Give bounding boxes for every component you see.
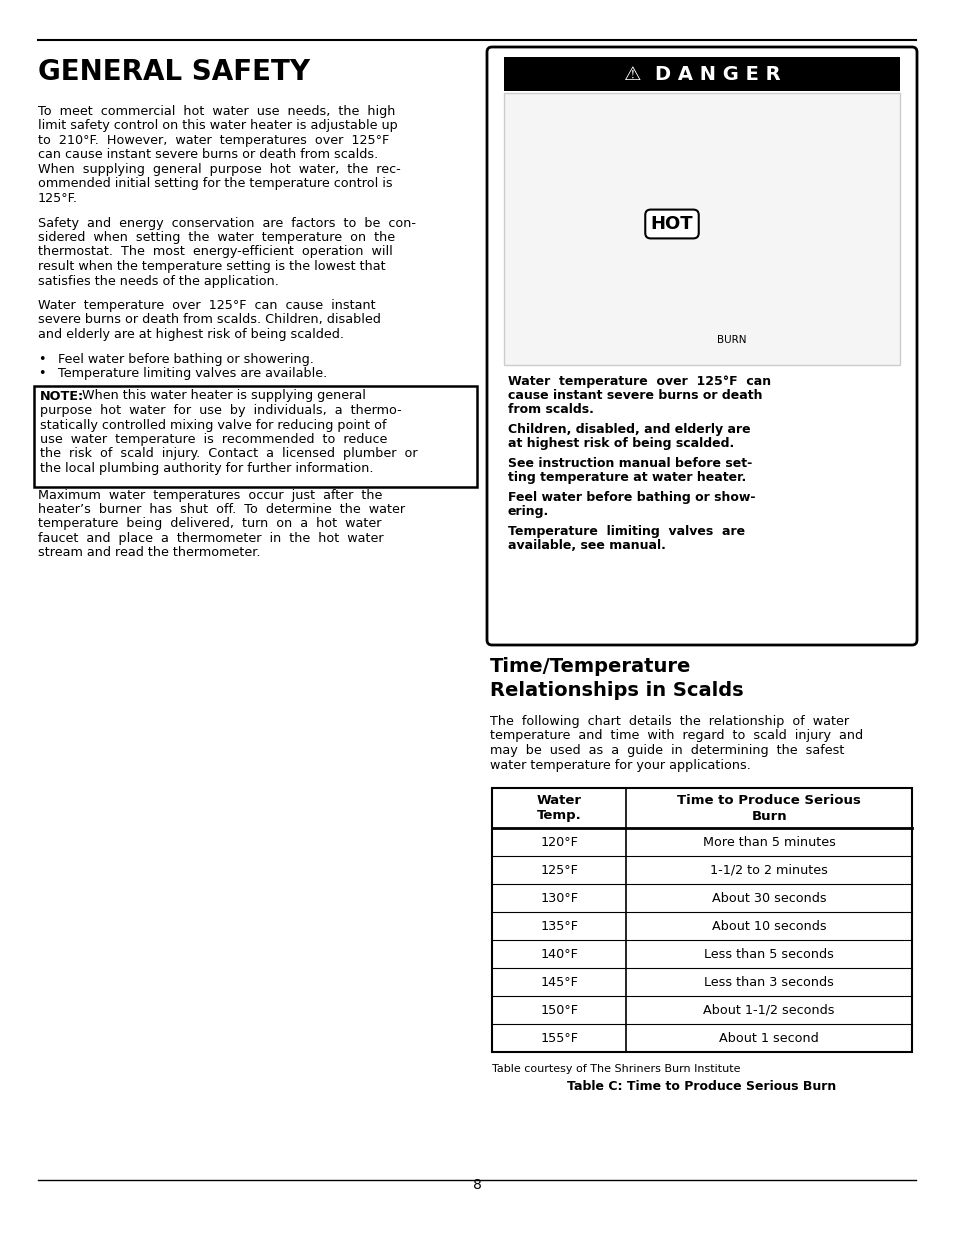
Text: can cause instant severe burns or death from scalds.: can cause instant severe burns or death … [38, 148, 377, 162]
Text: result when the temperature setting is the lowest that: result when the temperature setting is t… [38, 261, 385, 273]
Text: the  risk  of  scald  injury.  Contact  a  licensed  plumber  or: the risk of scald injury. Contact a lice… [40, 447, 417, 461]
Text: Maximum  water  temperatures  occur  just  after  the: Maximum water temperatures occur just af… [38, 489, 382, 501]
Text: See instruction manual before set-: See instruction manual before set- [507, 457, 752, 471]
Text: satisfies the needs of the application.: satisfies the needs of the application. [38, 274, 278, 288]
Text: may  be  used  as  a  guide  in  determining  the  safest: may be used as a guide in determining th… [490, 743, 843, 757]
Text: Feel water before bathing or showering.: Feel water before bathing or showering. [58, 352, 314, 366]
Bar [34, 385, 476, 487]
Text: Water
Temp.: Water Temp. [537, 794, 581, 823]
Text: cause instant severe burns or death: cause instant severe burns or death [507, 389, 761, 403]
Text: HOT: HOT [650, 215, 693, 233]
Text: 125°F: 125°F [539, 863, 578, 877]
Bar [492, 788, 911, 1052]
Text: severe burns or death from scalds. Children, disabled: severe burns or death from scalds. Child… [38, 314, 380, 326]
Text: limit safety control on this water heater is adjustable up: limit safety control on this water heate… [38, 120, 397, 132]
Text: Less than 3 seconds: Less than 3 seconds [703, 976, 833, 988]
Text: Temperature limiting valves are available.: Temperature limiting valves are availabl… [58, 367, 327, 380]
Text: stream and read the thermometer.: stream and read the thermometer. [38, 547, 260, 559]
Text: When  supplying  general  purpose  hot  water,  the  rec-: When supplying general purpose hot water… [38, 163, 400, 177]
Text: 135°F: 135°F [539, 920, 578, 932]
Text: faucet  and  place  a  thermometer  in  the  hot  water: faucet and place a thermometer in the ho… [38, 532, 383, 545]
Text: statically controlled mixing valve for reducing point of: statically controlled mixing valve for r… [40, 419, 386, 431]
Text: 140°F: 140°F [539, 947, 578, 961]
Text: available, see manual.: available, see manual. [507, 538, 665, 552]
Text: Children, disabled, and elderly are: Children, disabled, and elderly are [507, 424, 750, 436]
Text: sidered  when  setting  the  water  temperature  on  the: sidered when setting the water temperatu… [38, 231, 395, 245]
Text: thermostat.  The  most  energy-efficient  operation  will: thermostat. The most energy-efficient op… [38, 246, 393, 258]
Text: ering.: ering. [507, 505, 549, 517]
Text: GENERAL SAFETY: GENERAL SAFETY [38, 58, 310, 86]
FancyBboxPatch shape [486, 47, 916, 645]
Text: Less than 5 seconds: Less than 5 seconds [703, 947, 833, 961]
Text: 8: 8 [472, 1178, 481, 1192]
Text: •: • [38, 352, 46, 366]
Text: Time to Produce Serious
Burn: Time to Produce Serious Burn [677, 794, 861, 823]
Text: 150°F: 150°F [539, 1004, 578, 1016]
Text: •: • [38, 367, 46, 380]
Text: Water  temperature  over  125°F  can: Water temperature over 125°F can [507, 375, 770, 388]
Text: When this water heater is supplying general: When this water heater is supplying gene… [78, 389, 366, 403]
Text: 130°F: 130°F [539, 892, 578, 904]
Text: Temperature  limiting  valves  are: Temperature limiting valves are [507, 525, 744, 538]
Text: Time/Temperature
Relationships in Scalds: Time/Temperature Relationships in Scalds [490, 657, 742, 699]
Text: 145°F: 145°F [539, 976, 578, 988]
Text: the local plumbing authority for further information.: the local plumbing authority for further… [40, 462, 374, 475]
Text: About 1 second: About 1 second [719, 1031, 819, 1045]
Text: 155°F: 155°F [539, 1031, 578, 1045]
Text: The  following  chart  details  the  relationship  of  water: The following chart details the relation… [490, 715, 848, 727]
Text: Safety  and  energy  conservation  are  factors  to  be  con-: Safety and energy conservation are facto… [38, 216, 416, 230]
Text: BURN: BURN [717, 335, 746, 345]
Text: Feel water before bathing or show-: Feel water before bathing or show- [507, 492, 755, 504]
Text: About 30 seconds: About 30 seconds [711, 892, 825, 904]
Text: and elderly are at highest risk of being scalded.: and elderly are at highest risk of being… [38, 329, 344, 341]
Text: purpose  hot  water  for  use  by  individuals,  a  thermo-: purpose hot water for use by individuals… [40, 404, 401, 417]
Text: heater’s  burner  has  shut  off.  To  determine  the  water: heater’s burner has shut off. To determi… [38, 503, 405, 516]
Text: More than 5 minutes: More than 5 minutes [702, 836, 835, 848]
Text: To  meet  commercial  hot  water  use  needs,  the  high: To meet commercial hot water use needs, … [38, 105, 395, 119]
Text: Table courtesy of The Shriners Burn Institute: Table courtesy of The Shriners Burn Inst… [492, 1065, 740, 1074]
Text: NOTE:: NOTE: [40, 389, 84, 403]
Text: 125°F.: 125°F. [38, 191, 78, 205]
Text: ting temperature at water heater.: ting temperature at water heater. [507, 471, 745, 484]
Text: Table C: Time to Produce Serious Burn: Table C: Time to Produce Serious Burn [567, 1079, 836, 1093]
Bar [503, 57, 899, 91]
Text: at highest risk of being scalded.: at highest risk of being scalded. [507, 437, 734, 450]
Text: from scalds.: from scalds. [507, 403, 594, 416]
Text: About 10 seconds: About 10 seconds [711, 920, 825, 932]
Text: ommended initial setting for the temperature control is: ommended initial setting for the tempera… [38, 178, 393, 190]
Text: Water  temperature  over  125°F  can  cause  instant: Water temperature over 125°F can cause i… [38, 299, 375, 312]
Text: water temperature for your applications.: water temperature for your applications. [490, 758, 750, 772]
Text: ⚠  D A N G E R: ⚠ D A N G E R [623, 64, 780, 84]
Text: 1-1/2 to 2 minutes: 1-1/2 to 2 minutes [710, 863, 827, 877]
Text: 120°F: 120°F [539, 836, 578, 848]
Bar [503, 93, 899, 366]
Text: About 1-1/2 seconds: About 1-1/2 seconds [702, 1004, 834, 1016]
Text: to  210°F.  However,  water  temperatures  over  125°F: to 210°F. However, water temperatures ov… [38, 135, 389, 147]
Text: temperature  being  delivered,  turn  on  a  hot  water: temperature being delivered, turn on a h… [38, 517, 381, 531]
Text: use  water  temperature  is  recommended  to  reduce: use water temperature is recommended to … [40, 433, 387, 446]
Text: temperature  and  time  with  regard  to  scald  injury  and: temperature and time with regard to scal… [490, 730, 862, 742]
